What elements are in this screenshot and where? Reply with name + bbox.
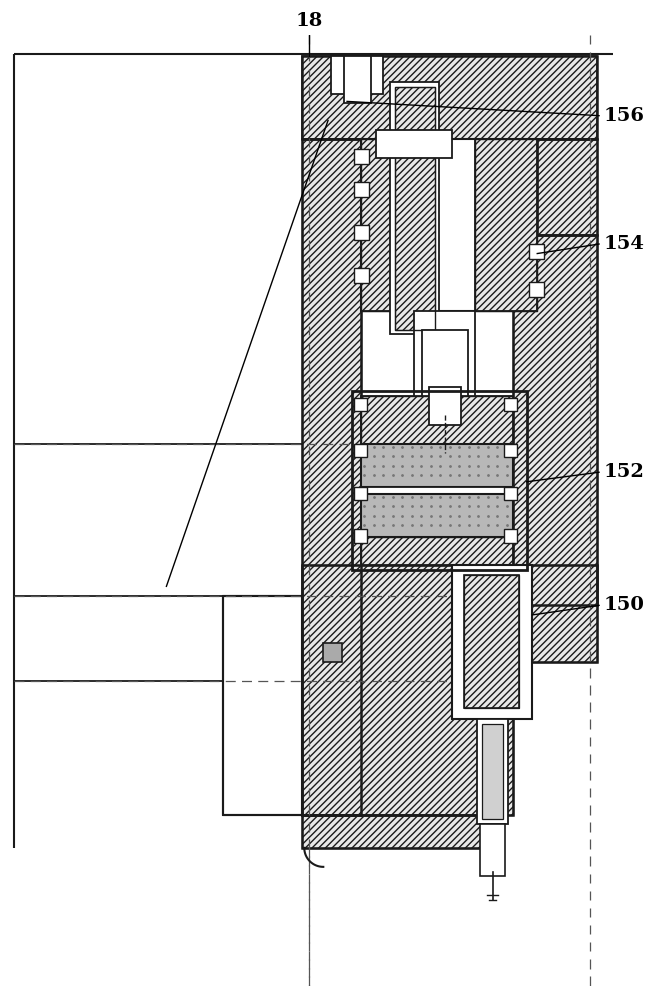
Bar [513, 565, 597, 662]
Bar [504, 529, 517, 543]
Bar [303, 565, 513, 815]
Bar [395, 87, 435, 330]
Bar [529, 282, 544, 297]
Bar [361, 494, 513, 537]
Bar [303, 139, 361, 815]
Bar [353, 268, 369, 283]
Text: 152: 152 [604, 463, 645, 481]
Bar [353, 398, 367, 411]
Bar [413, 311, 475, 396]
Bar [361, 139, 413, 311]
Bar [353, 225, 369, 240]
Bar [353, 444, 367, 457]
Bar [537, 139, 597, 235]
Bar [223, 596, 303, 815]
Bar [504, 444, 517, 457]
Bar [361, 396, 513, 444]
Bar [303, 815, 502, 848]
Text: 154: 154 [604, 235, 645, 253]
Bar [477, 719, 508, 824]
Bar [475, 139, 537, 311]
Bar [513, 235, 597, 605]
Bar [353, 487, 367, 500]
Bar [361, 396, 513, 444]
Bar [513, 235, 597, 605]
Bar [353, 182, 369, 197]
Bar [353, 529, 367, 543]
Bar [504, 487, 517, 500]
Bar [361, 537, 513, 565]
Bar [331, 56, 383, 94]
Bar [303, 139, 361, 815]
Bar [390, 82, 439, 334]
Bar [537, 139, 597, 235]
Bar [361, 444, 513, 487]
Text: 18: 18 [295, 12, 322, 30]
Bar [480, 824, 505, 876]
Bar [529, 244, 544, 259]
Bar [513, 565, 597, 662]
Bar [451, 565, 533, 719]
Bar [361, 139, 413, 311]
Bar [303, 56, 597, 139]
Bar [482, 724, 503, 819]
Bar [353, 149, 369, 164]
Bar [303, 815, 502, 848]
Text: 150: 150 [604, 596, 645, 614]
Bar [475, 139, 537, 311]
Bar [375, 130, 452, 158]
Bar [303, 56, 597, 139]
Bar [429, 387, 461, 425]
Bar [361, 139, 537, 311]
Bar [504, 398, 517, 411]
Bar [352, 391, 527, 570]
Bar [344, 56, 371, 103]
Bar [323, 643, 342, 662]
Bar [361, 537, 513, 565]
Bar [464, 575, 519, 708]
Bar [422, 330, 468, 396]
Text: 156: 156 [604, 107, 645, 125]
Bar [464, 575, 519, 708]
Bar [303, 565, 513, 815]
Bar [395, 87, 435, 330]
Bar [361, 487, 513, 494]
